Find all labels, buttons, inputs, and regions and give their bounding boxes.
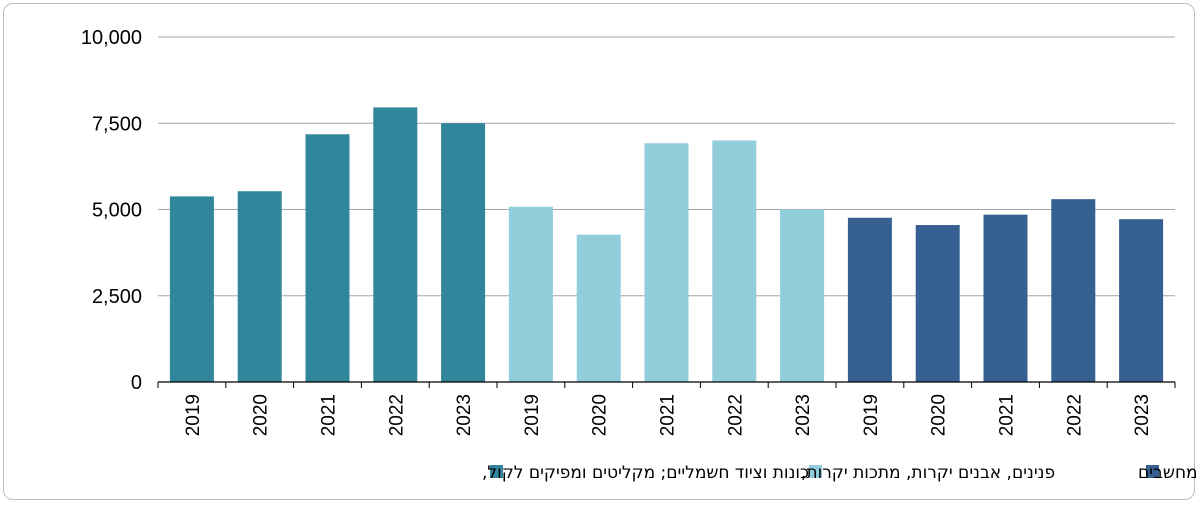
bar-series3-2022 (1051, 199, 1096, 382)
bar-series3-2019 (847, 217, 892, 382)
x-tick-label-2023: 2023 (793, 394, 814, 436)
legend-swatch-3 (1146, 465, 1159, 478)
x-tick-label-2021: 2021 (997, 394, 1018, 436)
bar-series2-2020 (576, 234, 621, 382)
x-axis: 2019 2020 2021 2022 2023 2019 2020 2021 2022 2023… (157, 381, 1176, 436)
x-tick-label-2022: 2022 (1064, 394, 1085, 436)
bar-series2-2019 (508, 206, 553, 382)
bar-series1-2022 (373, 107, 418, 382)
legend-label-1: מכונות וציוד חשמליים; מקליטים ומפיקים לק… (482, 463, 821, 483)
x-tick-label-2019: 2019 (861, 394, 882, 436)
y-tick-label-1: 2,500 (92, 286, 142, 308)
bar-series3-2021 (983, 214, 1028, 382)
bar-series2-2023 (780, 209, 825, 382)
x-tick-label-2019: 2019 (183, 394, 204, 436)
y-tick-label-3: 7,500 (92, 113, 142, 135)
bar-series1-2021 (305, 134, 350, 382)
x-tick-label-2022: 2022 (386, 394, 407, 436)
x-tick-label-2020: 2020 (929, 394, 950, 436)
legend-swatch-2 (809, 465, 822, 478)
bar-series2-2022 (712, 140, 757, 382)
y-tick-label-0: 0 (131, 372, 142, 394)
y-axis: 0 2,500 5,000 7,500 10,000 (81, 27, 142, 394)
x-tick-label-2020: 2020 (590, 394, 611, 436)
legend: מכונות וציוד חשמליים; מקליטים ומפיקים לק… (482, 463, 1200, 483)
x-tick-label-2021: 2021 (319, 394, 340, 436)
y-tick-label-4: 10,000 (81, 27, 142, 49)
bars (169, 107, 1164, 382)
bar-series1-2019 (169, 196, 214, 382)
bar-series3-2023 (1119, 219, 1164, 382)
x-tick-label-2022: 2022 (725, 394, 746, 436)
bar-series1-2023 (441, 123, 486, 382)
legend-label-2: פנינים, אבנים יקרות, מתכות יקרות, (801, 463, 1055, 483)
x-tick-label-2019: 2019 (522, 394, 543, 436)
x-tick-label-2020: 2020 (251, 394, 272, 436)
bar-series3-2020 (915, 225, 960, 382)
bar-series1-2020 (237, 191, 282, 382)
y-tick-label-2: 5,000 (92, 200, 142, 222)
x-tick-label-2023: 2023 (1132, 394, 1153, 436)
x-tick-label-2023: 2023 (454, 394, 475, 436)
x-tick-label-2021: 2021 (658, 394, 679, 436)
bar-series2-2021 (644, 143, 689, 382)
legend-label-3: מכונות ומכשירים מכניים וציוד מחשבים (1138, 463, 1200, 483)
legend-swatch-1 (490, 465, 503, 478)
